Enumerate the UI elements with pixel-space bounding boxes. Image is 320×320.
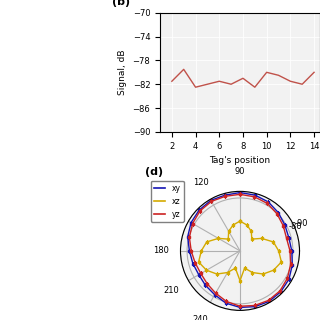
Legend: xy, xz, yz: xy, xz, yz [151,181,184,222]
Text: (b): (b) [112,0,130,7]
Text: (d): (d) [145,167,163,177]
X-axis label: Tag's position: Tag's position [209,156,271,165]
Y-axis label: Signal, dB: Signal, dB [118,50,127,95]
